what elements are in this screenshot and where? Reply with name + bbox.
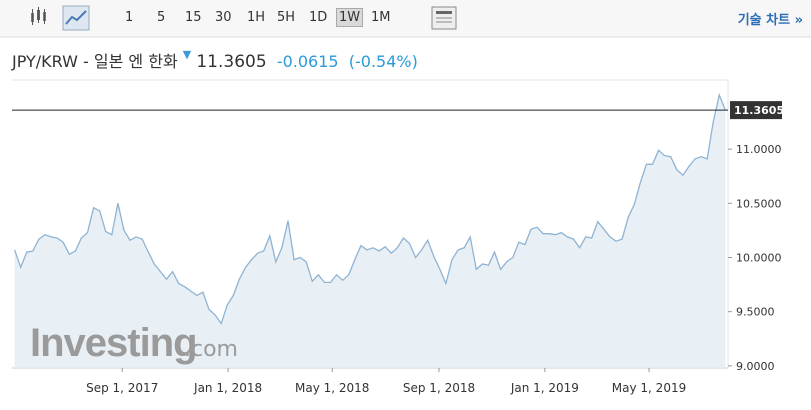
change-pct: (-0.54%) [348, 52, 418, 71]
watermark-domain: .com [184, 337, 238, 362]
x-tick-label: Sep 1, 2018 [403, 381, 475, 395]
pair-name: JPY/KRW - 일본 엔 한화 [12, 52, 178, 71]
interval-button[interactable]: 1W [336, 8, 364, 27]
x-tick-label: May 1, 2019 [612, 381, 686, 395]
y-tick-label: 9.5000 [736, 306, 775, 319]
y-tick-label: 10.0000 [736, 252, 782, 265]
interval-button[interactable]: 1H [247, 10, 266, 25]
change: -0.0615 [276, 52, 339, 71]
x-tick-label: Jan 1, 2018 [193, 381, 262, 395]
interval-button[interactable]: 1M [371, 10, 391, 25]
y-tick-label: 11.0000 [736, 143, 782, 156]
candle-icon[interactable] [31, 7, 46, 25]
price-line [13, 92, 727, 326]
x-tick-label: Sep 1, 2017 [86, 381, 158, 395]
x-tick-label: Jan 1, 2019 [510, 381, 579, 395]
interval-button[interactable]: 5H [277, 10, 296, 25]
y-tick-label: 10.5000 [736, 197, 782, 210]
interval-button[interactable]: 15 [185, 10, 202, 25]
area [14, 95, 726, 368]
tech-chart-link[interactable]: 기술 차트 » [737, 13, 803, 28]
x-tick-label: May 1, 2018 [295, 381, 369, 395]
interval-button[interactable]: 5 [157, 10, 166, 25]
interval-button[interactable]: 30 [215, 10, 232, 25]
interval-button[interactable]: 1D [309, 10, 328, 25]
last-price-box [730, 101, 782, 120]
watermark-brand: Investing [30, 321, 197, 365]
line-icon[interactable] [62, 5, 90, 31]
toolbar-bg [0, 0, 811, 37]
form-icon[interactable] [431, 6, 457, 30]
y-tick-label: 9.0000 [736, 360, 775, 373]
price: 11.3605 [196, 52, 267, 72]
down-arrow: ▼ [182, 48, 192, 61]
last-price-label: 11.3605 [734, 104, 784, 117]
quote-header: JPY/KRW - 일본 엔 한화 ▼ 11.3605 -0.0615 (-0.… [12, 48, 418, 72]
interval-button[interactable]: 1 [125, 10, 134, 25]
